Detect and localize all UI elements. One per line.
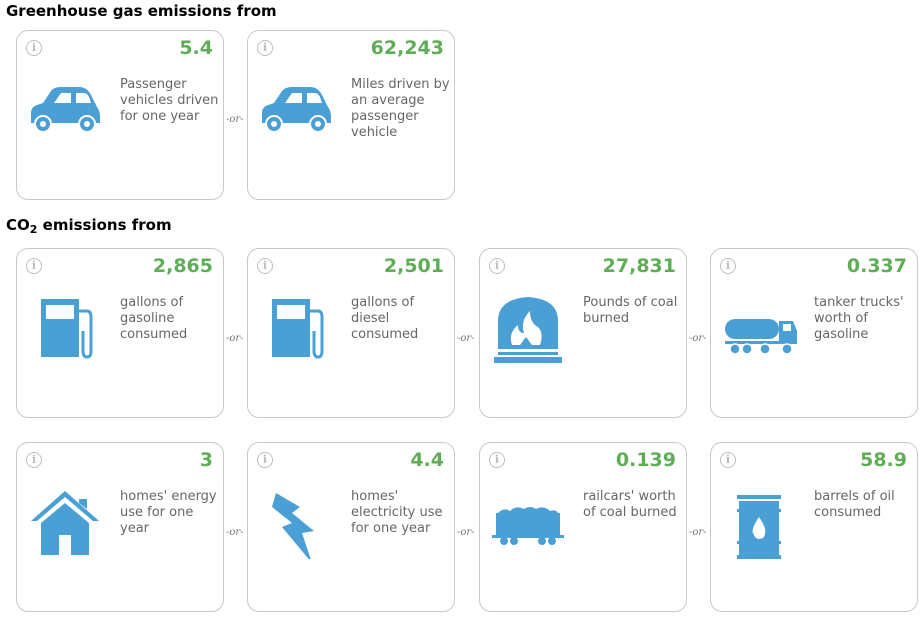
- card-value: 62,243: [370, 37, 444, 59]
- info-icon[interactable]: i: [26, 452, 42, 468]
- card-value: 3: [199, 449, 213, 471]
- co2-title-subscript: 2: [29, 223, 38, 236]
- or-separator: -or-: [225, 333, 245, 344]
- card-description: tanker trucks' worth of gasoline: [814, 295, 904, 342]
- card-railcars: i 0.139 railcars' worth of coal burned: [479, 442, 687, 612]
- or-separator: -or-: [456, 333, 476, 344]
- card-tanker-trucks: i 0.337 tanker trucks' worth of gasoline: [710, 248, 918, 418]
- info-icon[interactable]: i: [720, 258, 736, 274]
- card-value: 58.9: [860, 449, 907, 471]
- card-diesel: i 2,501 gallons of diesel consumed: [247, 248, 455, 418]
- house-icon: [31, 491, 99, 555]
- card-description: Pounds of coal burned: [583, 295, 678, 326]
- or-separator: -or-: [225, 114, 245, 125]
- info-icon[interactable]: i: [489, 452, 505, 468]
- card-value: 4.4: [410, 449, 444, 471]
- card-oil-barrels: i 58.9 barrels of oil consumed: [710, 442, 918, 612]
- info-icon[interactable]: i: [489, 258, 505, 274]
- card-value: 5.4: [179, 37, 213, 59]
- info-icon[interactable]: i: [26, 258, 42, 274]
- card-description: barrels of oil consumed: [814, 489, 895, 520]
- gas-pump-icon: [41, 299, 93, 359]
- co2-title-rest: emissions from: [37, 216, 172, 234]
- or-separator: -or-: [688, 527, 708, 538]
- card-miles-driven: i 62,243 Miles driven by an average pass…: [247, 30, 455, 200]
- info-icon[interactable]: i: [257, 258, 273, 274]
- card-coal: i 27,831 Pounds of coal burned: [479, 248, 687, 418]
- info-icon[interactable]: i: [720, 452, 736, 468]
- card-gasoline: i 2,865 gallons of gasoline consumed: [16, 248, 224, 418]
- car-icon: [31, 87, 100, 133]
- co2-section-title: CO2 emissions from: [6, 216, 172, 239]
- card-description: gallons of gasoline consumed: [120, 295, 188, 342]
- card-homes-energy: i 3 homes' energy use for one year: [16, 442, 224, 612]
- info-icon[interactable]: i: [257, 40, 273, 56]
- card-passenger-vehicles: i 5.4 Passenger vehicles driven for one …: [16, 30, 224, 200]
- or-separator: -or-: [456, 527, 476, 538]
- card-homes-electricity: i 4.4 homes' electricity use for one yea…: [247, 442, 455, 612]
- railcar-icon: [492, 507, 564, 545]
- card-value: 2,501: [383, 255, 444, 277]
- ghg-section-title: Greenhouse gas emissions from: [6, 2, 277, 20]
- card-value: 0.139: [615, 449, 676, 471]
- gas-pump-icon: [272, 299, 324, 359]
- card-value: 0.337: [846, 255, 907, 277]
- card-description: homes' energy use for one year: [120, 489, 217, 536]
- or-separator: -or-: [225, 527, 245, 538]
- card-description: gallons of diesel consumed: [351, 295, 419, 342]
- card-value: 2,865: [152, 255, 213, 277]
- or-separator: -or-: [688, 333, 708, 344]
- card-description: Passenger vehicles driven for one year: [120, 77, 219, 124]
- oil-barrel-icon: [737, 495, 781, 559]
- ghg-title-text: Greenhouse gas emissions from: [6, 2, 277, 20]
- info-icon[interactable]: i: [26, 40, 42, 56]
- card-description: railcars' worth of coal burned: [583, 489, 677, 520]
- info-icon[interactable]: i: [257, 452, 273, 468]
- car-icon: [262, 87, 331, 133]
- card-description: Miles driven by an average passenger veh…: [351, 77, 450, 140]
- coal-furnace-icon: [494, 297, 562, 363]
- card-description: homes' electricity use for one year: [351, 489, 443, 536]
- card-value: 27,831: [602, 255, 676, 277]
- tanker-truck-icon: [725, 319, 797, 355]
- co2-title-co: CO: [6, 216, 30, 234]
- lightning-icon: [272, 493, 314, 559]
